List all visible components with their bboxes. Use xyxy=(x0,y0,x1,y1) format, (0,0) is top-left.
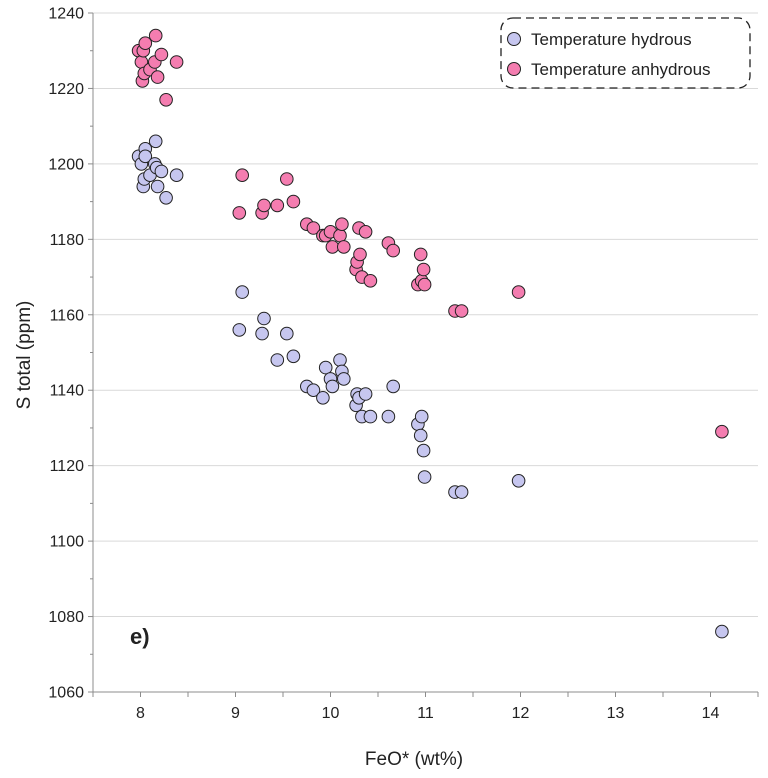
point-anhydrous xyxy=(270,198,285,213)
y-tick-label: 1080 xyxy=(48,609,84,626)
point-anhydrous xyxy=(715,424,729,439)
point-anhydrous xyxy=(454,304,469,318)
point-hydrous xyxy=(381,409,396,424)
point-hydrous xyxy=(150,179,165,194)
x-axis-title: FeO* (wt%) xyxy=(365,749,463,770)
point-hydrous xyxy=(337,372,351,386)
point-hydrous xyxy=(154,164,169,179)
point-anhydrous xyxy=(413,247,428,262)
legend-label-hydrous: Temperature hydrous xyxy=(531,30,692,49)
y-tick-label: 1220 xyxy=(48,81,84,98)
point-hydrous xyxy=(417,470,432,484)
point-hydrous xyxy=(715,624,729,639)
point-anhydrous xyxy=(280,172,294,186)
point-anhydrous xyxy=(138,36,153,51)
point-anhydrous xyxy=(325,240,340,254)
legend-label-anhydrous: Temperature anhydrous xyxy=(531,60,711,79)
tick-labels: 1060 1080 1100 1120 1140 1160 1180 1200 1220 1240… xyxy=(48,6,719,723)
point-hydrous xyxy=(235,285,249,299)
point-anhydrous xyxy=(306,221,321,235)
point-anhydrous xyxy=(159,93,173,107)
point-anhydrous xyxy=(148,28,163,43)
point-hydrous xyxy=(306,383,321,398)
x-tick-label: 9 xyxy=(231,705,240,722)
legend-marker-hydrous xyxy=(507,32,521,46)
point-anhydrous xyxy=(417,277,432,292)
point-anhydrous xyxy=(169,55,184,69)
y-tick-label: 1140 xyxy=(50,383,85,400)
point-hydrous xyxy=(325,379,340,394)
point-anhydrous xyxy=(358,225,373,239)
point-hydrous xyxy=(318,360,333,375)
point-anhydrous xyxy=(235,168,249,182)
point-hydrous xyxy=(257,311,271,326)
point-hydrous xyxy=(138,149,153,164)
point-hydrous xyxy=(270,353,285,367)
y-tick-label: 1240 xyxy=(48,6,84,23)
point-anhydrous xyxy=(335,217,349,231)
x-tick-label: 14 xyxy=(702,705,720,722)
gridlines xyxy=(93,12,758,618)
x-tick-label: 13 xyxy=(607,705,625,722)
point-hydrous xyxy=(255,326,269,341)
point-hydrous xyxy=(333,353,347,367)
x-tick-label: 12 xyxy=(512,705,530,722)
point-anhydrous xyxy=(353,247,367,262)
data-points xyxy=(131,28,729,639)
legend-frame xyxy=(500,17,751,89)
y-tick-label: 1200 xyxy=(48,156,84,173)
point-hydrous xyxy=(414,409,429,424)
point-hydrous xyxy=(159,191,173,205)
y-tick-label: 1180 xyxy=(50,232,85,249)
point-anhydrous xyxy=(286,194,301,209)
panel-label: e) xyxy=(130,624,150,649)
y-tick-label: 1120 xyxy=(50,458,85,475)
point-hydrous xyxy=(511,474,526,488)
point-hydrous xyxy=(416,443,431,458)
point-hydrous xyxy=(280,326,294,341)
point-anhydrous xyxy=(154,47,169,62)
x-tick-label: 10 xyxy=(322,705,340,722)
y-tick-label: 1100 xyxy=(50,534,85,551)
point-anhydrous xyxy=(363,274,378,288)
legend-marker-anhydrous xyxy=(507,62,521,76)
legend: Temperature hydrous Temperature anhydrou… xyxy=(500,17,751,89)
y-tick-label: 1160 xyxy=(50,307,85,324)
point-hydrous xyxy=(413,428,428,443)
point-hydrous xyxy=(148,134,163,149)
point-anhydrous xyxy=(257,198,271,213)
point-anhydrous xyxy=(511,285,526,299)
point-anhydrous xyxy=(333,228,347,243)
point-anhydrous xyxy=(416,262,431,277)
point-hydrous xyxy=(358,387,373,401)
point-hydrous xyxy=(169,168,184,182)
point-anhydrous xyxy=(386,243,401,258)
point-anhydrous xyxy=(232,206,247,220)
axes xyxy=(88,12,759,697)
point-hydrous xyxy=(286,349,301,364)
point-hydrous xyxy=(232,323,247,337)
point-hydrous xyxy=(454,485,469,499)
point-anhydrous xyxy=(150,70,165,84)
point-hydrous xyxy=(363,409,378,424)
y-axis-title: S total (ppm) xyxy=(14,301,35,410)
x-tick-label: 8 xyxy=(136,705,145,722)
x-tick-label: 11 xyxy=(417,705,434,722)
point-hydrous xyxy=(386,379,401,394)
y-tick-label: 1060 xyxy=(48,685,84,702)
point-anhydrous xyxy=(337,240,351,254)
point-hydrous xyxy=(316,391,330,405)
